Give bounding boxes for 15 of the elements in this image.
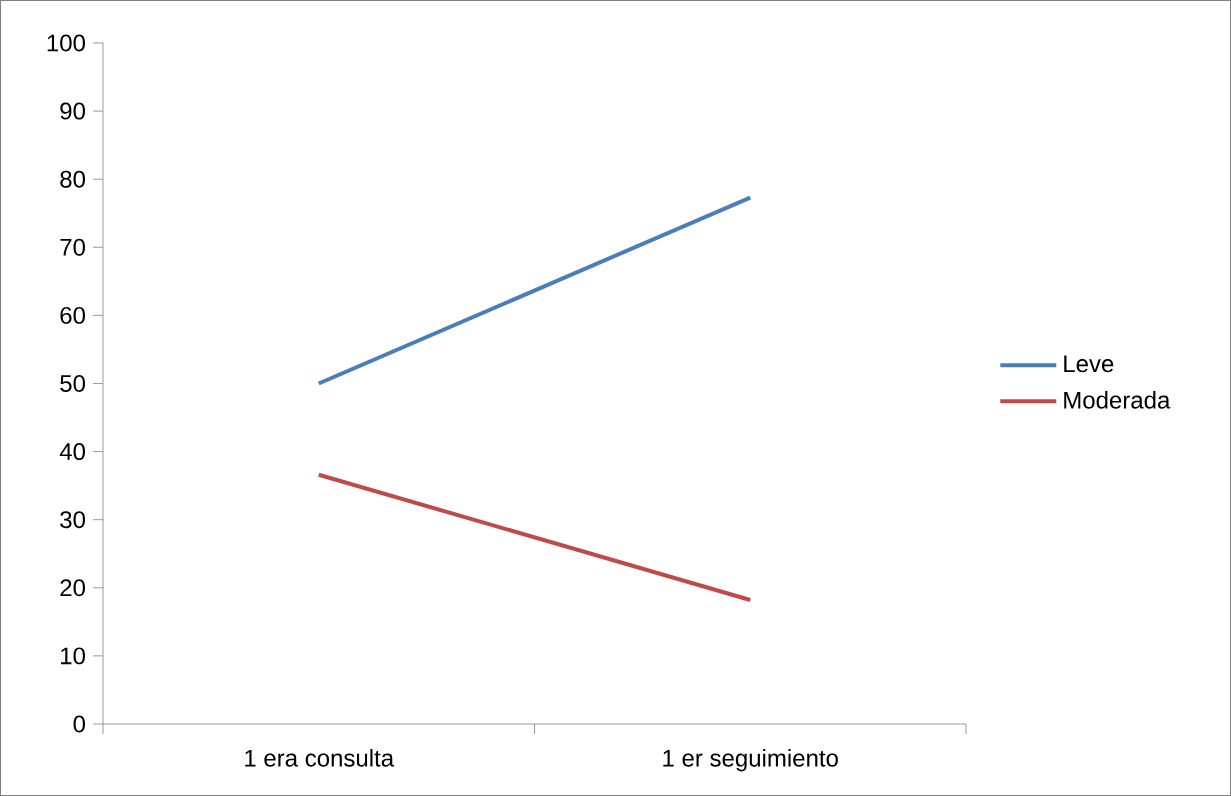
y-tick-label: 100 <box>47 34 85 52</box>
y-tick-label: 40 <box>59 443 86 461</box>
y-tick-label: 10 <box>61 647 86 665</box>
y-tick-label: 0 <box>73 715 86 733</box>
y-tick-label: 30 <box>60 511 86 529</box>
y-tick-label: 80 <box>60 170 86 188</box>
x-tick-label: 1 era consulta <box>245 749 395 767</box>
y-tick-label: 20 <box>60 579 86 597</box>
legend-label: Moderada <box>1064 391 1171 409</box>
x-tick-label: 1 er seguimiento <box>663 749 838 772</box>
y-tick-label: 70 <box>60 238 86 256</box>
y-tick-label: 90 <box>60 102 86 120</box>
y-tick-label: 60 <box>60 306 86 324</box>
legend-label: Leve <box>1064 355 1114 373</box>
y-tick-label: 50 <box>60 375 86 392</box>
